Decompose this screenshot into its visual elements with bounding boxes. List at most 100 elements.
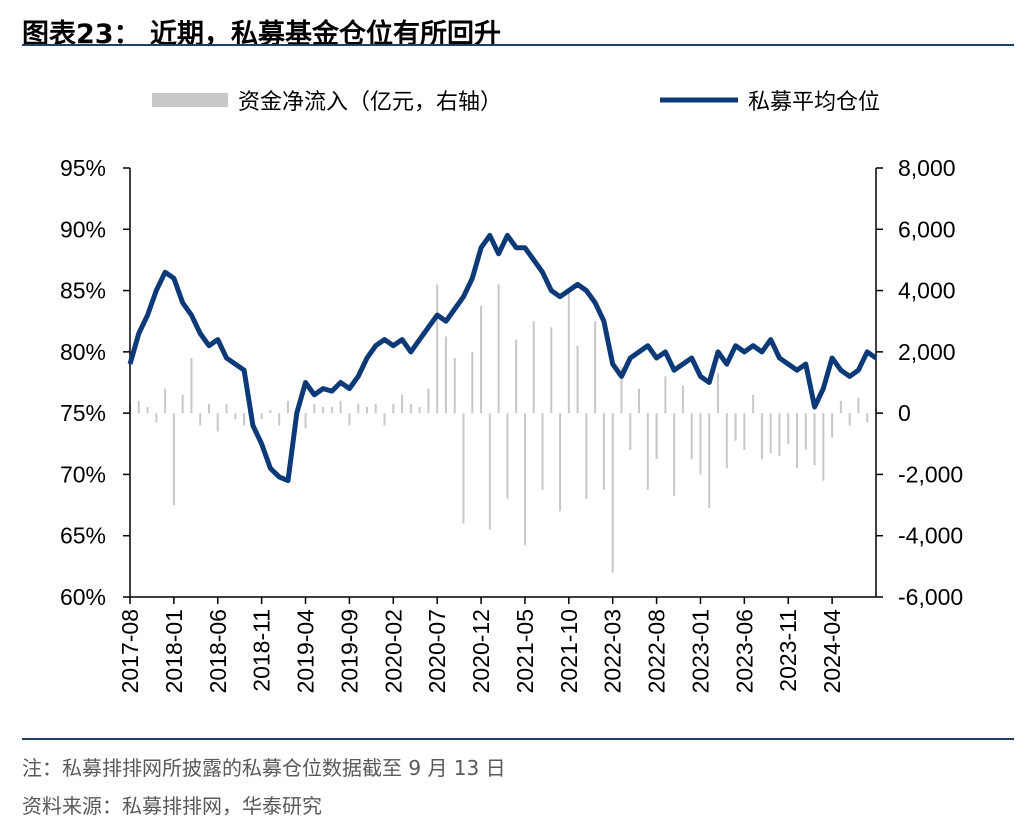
position-point-79 xyxy=(822,388,824,390)
position-point-71 xyxy=(752,345,754,347)
position-point-63 xyxy=(682,363,684,365)
inflow-bar-15 xyxy=(260,413,263,420)
position-point-8 xyxy=(199,332,201,334)
right-tick-label-3: 2,000 xyxy=(898,339,956,365)
inflow-bar-38 xyxy=(462,413,465,524)
left-tick-label-3: 75% xyxy=(60,400,106,426)
inflow-bar-77 xyxy=(804,413,807,450)
position-point-53 xyxy=(594,302,596,304)
position-point-70 xyxy=(743,351,745,353)
inflow-bar-26 xyxy=(357,403,360,414)
position-point-72 xyxy=(761,351,763,353)
position-point-41 xyxy=(489,234,491,236)
inflow-bar-12 xyxy=(234,413,237,420)
inflow-bar-27 xyxy=(365,407,368,414)
x-tick-label-16: 2024-04 xyxy=(819,609,845,694)
position-point-6 xyxy=(182,302,184,304)
position-point-80 xyxy=(831,357,833,359)
inflow-bar-59 xyxy=(646,413,649,490)
position-point-32 xyxy=(410,351,412,353)
position-point-3 xyxy=(155,290,157,292)
right-tick-label-6: -4,000 xyxy=(898,523,963,549)
position-point-78 xyxy=(814,406,816,408)
notes-divider xyxy=(22,738,1014,740)
left-tick-label-0: 60% xyxy=(60,584,106,610)
position-point-13 xyxy=(243,369,245,371)
inflow-bar-39 xyxy=(471,351,474,414)
inflow-bar-28 xyxy=(374,403,377,414)
position-point-77 xyxy=(805,363,807,365)
inflow-bar-84 xyxy=(866,413,869,423)
chart-note: 注：私募排排网所披露的私募仓位数据截至 9 月 13 日 xyxy=(22,756,506,780)
position-point-69 xyxy=(735,345,737,347)
left-tick-label-4: 80% xyxy=(60,339,106,365)
position-point-36 xyxy=(445,320,447,322)
inflow-bar-3 xyxy=(155,413,158,423)
position-point-25 xyxy=(348,388,350,390)
position-point-52 xyxy=(585,290,587,292)
position-point-15 xyxy=(261,443,263,445)
position-point-60 xyxy=(656,357,658,359)
right-tick-label-1: 6,000 xyxy=(898,216,956,242)
position-point-76 xyxy=(796,369,798,371)
inflow-bar-17 xyxy=(278,413,281,426)
inflow-bar-6 xyxy=(181,394,184,414)
position-point-75 xyxy=(787,363,789,365)
position-point-26 xyxy=(357,375,359,377)
position-point-59 xyxy=(647,345,649,347)
inflow-bar-16 xyxy=(269,410,272,414)
inflow-bar-73 xyxy=(769,413,772,453)
inflow-bar-83 xyxy=(857,397,860,414)
position-point-46 xyxy=(533,259,535,261)
position-point-14 xyxy=(252,424,254,426)
inflow-bar-79 xyxy=(822,413,825,481)
legend-label-inflow: 资金净流入（亿元，右轴） xyxy=(238,90,502,115)
inflow-bar-36 xyxy=(444,336,447,414)
position-point-40 xyxy=(480,247,482,249)
inflow-bar-22 xyxy=(322,407,325,414)
position-point-39 xyxy=(471,277,473,279)
inflow-bar-52 xyxy=(585,413,588,499)
inflow-bar-13 xyxy=(243,413,246,426)
position-point-67 xyxy=(717,351,719,353)
position-point-62 xyxy=(673,369,675,371)
position-point-21 xyxy=(313,394,315,396)
position-point-11 xyxy=(226,357,228,359)
position-point-73 xyxy=(770,339,772,341)
inflow-bar-81 xyxy=(839,400,842,414)
position-point-83 xyxy=(857,369,859,371)
inflow-bar-67 xyxy=(717,373,720,414)
position-point-5 xyxy=(173,277,175,279)
inflow-bar-51 xyxy=(576,345,579,414)
inflow-bar-42 xyxy=(497,284,500,414)
position-point-30 xyxy=(392,345,394,347)
inflow-bar-50 xyxy=(567,290,570,414)
inflow-bar-10 xyxy=(216,413,219,432)
position-point-16 xyxy=(269,467,271,469)
position-point-64 xyxy=(691,357,693,359)
x-tick-label-14: 2023-06 xyxy=(731,609,757,693)
left-tick-label-5: 85% xyxy=(60,278,106,304)
position-point-35 xyxy=(436,314,438,316)
x-tick-label-6: 2020-02 xyxy=(380,609,406,693)
position-point-50 xyxy=(568,290,570,292)
position-point-58 xyxy=(638,351,640,353)
position-point-22 xyxy=(322,388,324,390)
inflow-bar-43 xyxy=(506,413,509,499)
position-point-55 xyxy=(612,363,614,365)
inflow-bar-76 xyxy=(796,413,799,469)
inflow-bar-78 xyxy=(813,413,816,466)
inflow-bar-66 xyxy=(708,413,711,509)
inflow-bar-35 xyxy=(436,284,439,414)
position-point-4 xyxy=(164,271,166,273)
position-point-54 xyxy=(603,320,605,322)
position-point-18 xyxy=(287,480,289,482)
inflow-bar-55 xyxy=(611,413,614,573)
position-point-20 xyxy=(305,382,307,383)
inflow-bar-53 xyxy=(594,321,597,414)
position-point-2 xyxy=(147,314,149,316)
x-tick-label-4: 2019-04 xyxy=(293,609,319,694)
inflow-bar-80 xyxy=(831,413,834,438)
position-point-29 xyxy=(384,339,386,341)
inflow-bar-61 xyxy=(664,376,667,414)
